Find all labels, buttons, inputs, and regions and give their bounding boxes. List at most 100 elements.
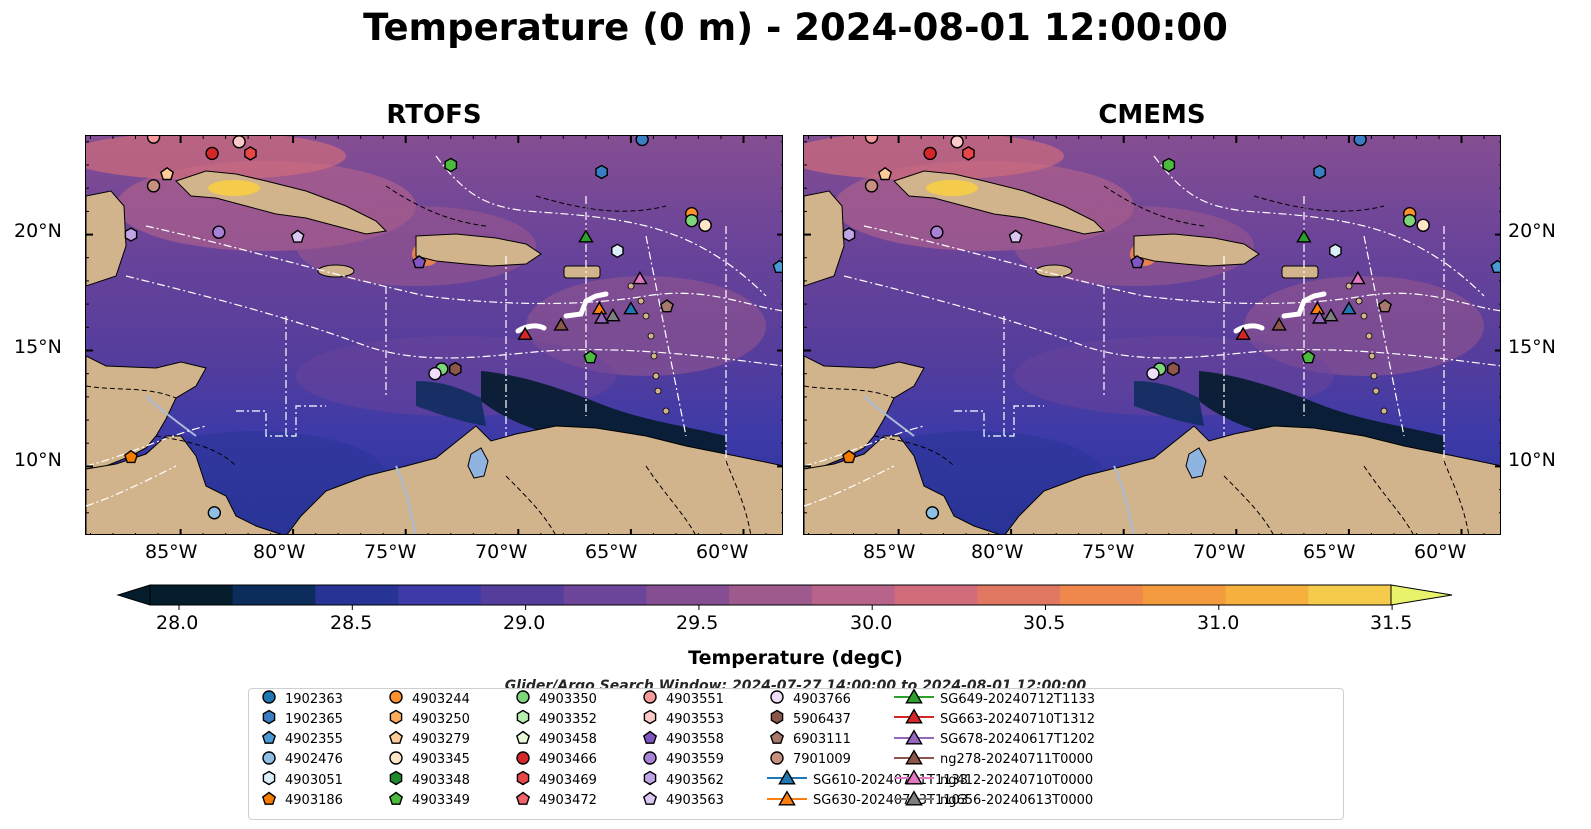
float-marker (1146, 366, 1160, 381)
legend-marker-icon (767, 789, 807, 813)
legend-marker-icon (640, 789, 660, 813)
legend-item: ng412-20240710T0000 (894, 768, 1094, 792)
legend-label: ng412-20240710T0000 (940, 772, 1094, 788)
float-marker (1309, 301, 1326, 315)
float-marker (623, 301, 639, 315)
legend-item: 4903352 (513, 709, 597, 729)
float-marker (1490, 259, 1500, 274)
legend-marker-icon (513, 707, 533, 731)
float-marker (684, 213, 699, 228)
float-marker (950, 136, 964, 149)
legend-item: 4903348 (386, 770, 470, 790)
colorbar-tick-28-5: 28.5 (330, 612, 373, 634)
float-marker (207, 506, 222, 520)
colorbar-title: Temperature (degC) (688, 647, 903, 669)
float-marker (578, 229, 594, 243)
colorbar-tick-31-0: 31.0 (1197, 612, 1240, 634)
legend-label: 4903466 (539, 752, 597, 768)
legend-item: 5906437 (767, 709, 851, 729)
legend-label: SG610-20240711T1133 (813, 772, 969, 788)
float-marker (591, 301, 608, 315)
legend-marker-icon (386, 728, 406, 752)
legend-marker-icon (259, 707, 279, 731)
float-marker (595, 164, 608, 180)
float-marker (212, 225, 226, 239)
legend-marker-icon (259, 687, 279, 711)
float-marker (925, 506, 940, 520)
lon-label-85w-right: 85°W (863, 541, 916, 563)
legend-label: SG649-20240712T1133 (940, 691, 1096, 707)
lon-label-65w-left: 65°W (585, 541, 638, 563)
float-marker (1313, 164, 1326, 180)
float-marker (449, 361, 462, 377)
float-marker (659, 299, 674, 313)
float-marker (864, 136, 879, 144)
legend-label: 4903244 (412, 691, 470, 707)
float-marker (635, 136, 649, 147)
legend-label: ng278-20240711T0000 (940, 752, 1094, 768)
lon-label-70w-right: 70°W (1193, 541, 1246, 563)
legend-label: 4903250 (412, 711, 470, 727)
float-marker (1301, 350, 1316, 364)
float-marker (1353, 136, 1367, 147)
legend-item: SG630-20240713T1103 (767, 789, 968, 813)
legend-item: 4903350 (513, 689, 597, 709)
float-marker (160, 166, 175, 181)
float-marker (1130, 255, 1145, 269)
figure-title: Temperature (0 m) - 2024-08-01 12:00:00 (363, 6, 1228, 49)
legend-item: 4903186 (259, 791, 343, 811)
colorbar-tick-30-0: 30.0 (850, 612, 893, 634)
colorbar-tick-28-0: 28.0 (156, 612, 199, 634)
legend-marker-icon (513, 687, 533, 711)
lat-label-20n-right: 20°N (1508, 220, 1556, 242)
float-marker (1162, 157, 1176, 173)
legend-label: 4902355 (285, 732, 343, 748)
float-marker (842, 449, 857, 464)
legend-marker-icon (767, 707, 787, 731)
legend-marker-icon (894, 707, 934, 731)
float-marker (428, 366, 442, 381)
float-marker (517, 326, 533, 340)
float-marker (232, 136, 246, 149)
legend-label: 1902363 (285, 691, 343, 707)
legend-item: 4903562 (640, 770, 724, 790)
legend-marker-icon (894, 789, 934, 813)
lat-label-20n-left: 20°N (14, 220, 62, 242)
legend-item: 1902363 (259, 689, 343, 709)
float-marker (1350, 270, 1366, 285)
legend-marker-icon (640, 748, 660, 772)
legend-label: 4903553 (666, 711, 724, 727)
legend-marker-icon (894, 728, 934, 752)
float-marker (930, 225, 944, 239)
legend-item: SG663-20240710T1312 (894, 707, 1095, 731)
legend-label: 4903469 (539, 772, 597, 788)
legend-item: 4903051 (259, 770, 343, 790)
float-marker (553, 317, 569, 331)
float-marker (1416, 218, 1430, 232)
legend-label: 1902365 (285, 711, 343, 727)
lon-label-60w-left: 60°W (696, 541, 749, 563)
float-marker (698, 218, 712, 232)
legend-label: 4903458 (539, 732, 597, 748)
legend-item: 4903244 (386, 689, 470, 709)
float-marker (864, 179, 879, 193)
legend-marker-icon (386, 768, 406, 792)
panel-title-cmems: CMEMS (1098, 100, 1206, 130)
legend-label: 4903559 (666, 752, 724, 768)
legend-label: 4903349 (412, 793, 470, 808)
float-marker (1377, 299, 1392, 313)
float-marker (1296, 229, 1312, 243)
float-marker (962, 146, 975, 161)
legend-item: 4903559 (640, 750, 724, 770)
legend-marker-icon (894, 768, 934, 792)
legend-marker-icon (767, 687, 787, 711)
legend-marker-icon (894, 748, 934, 772)
legend-marker-icon (513, 748, 533, 772)
legend-marker-icon (386, 748, 406, 772)
float-marker (1167, 361, 1180, 377)
lon-label-80w-right: 80°W (971, 541, 1024, 563)
legend-marker-icon (640, 687, 660, 711)
legend-marker-icon (640, 768, 660, 792)
legend-label: 4902476 (285, 752, 343, 768)
